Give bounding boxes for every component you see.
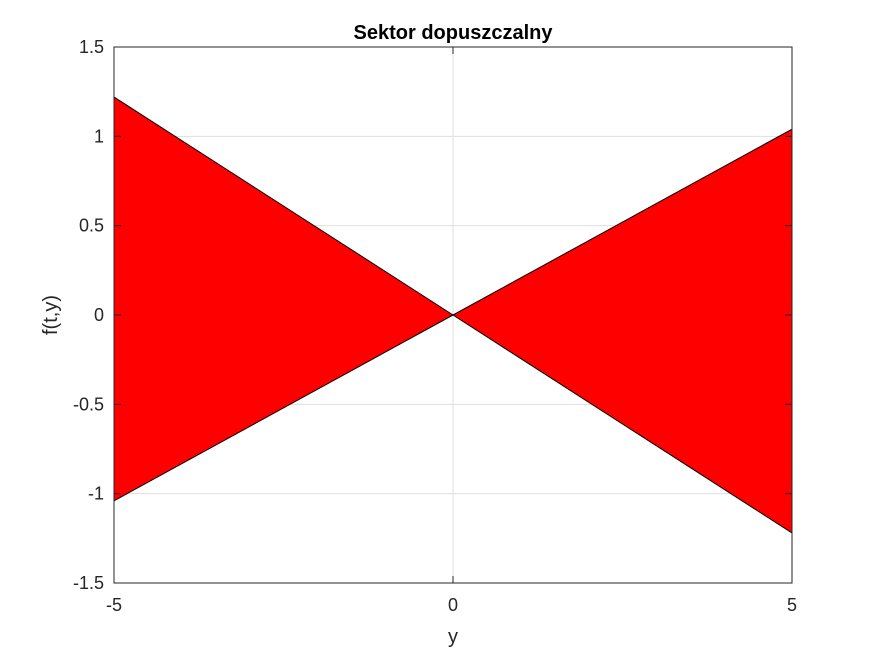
sector-region-1 (114, 97, 453, 501)
y-tick-label: 1.5 (79, 37, 104, 57)
y-tick-label: -1.5 (73, 573, 104, 593)
x-tick-label: 0 (448, 595, 458, 615)
boundary-line-2 (113, 128, 793, 502)
x-tick-label: 5 (787, 595, 797, 615)
sector-region-2 (453, 129, 792, 533)
boundary-lines (113, 96, 793, 534)
y-tick-label: 0.5 (79, 216, 104, 236)
axis-ticks: -5 0 5 -1.5 -1 -0.5 0 0.5 1 1.5 (73, 37, 797, 615)
y-tick-label: -1 (88, 484, 104, 504)
sector-regions (114, 97, 792, 533)
x-tick-label: -5 (106, 595, 122, 615)
y-tick-label: -0.5 (73, 394, 104, 414)
y-tick-label: 0 (94, 305, 104, 325)
y-axis-label: f(t,y) (40, 295, 62, 335)
y-tick-label: 1 (94, 126, 104, 146)
x-axis-label: y (448, 626, 458, 648)
chart-title: Sektor dopuszczalny (354, 22, 554, 44)
